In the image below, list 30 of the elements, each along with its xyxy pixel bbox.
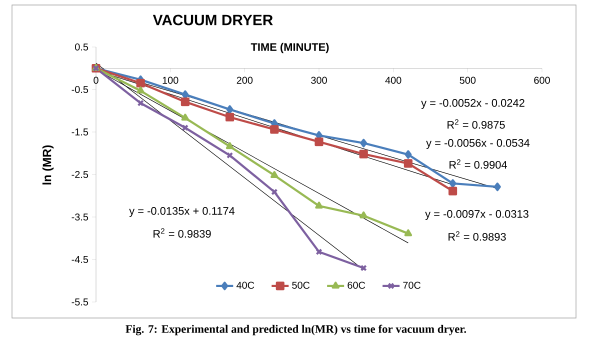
x-tick-label: 100 [162,76,178,84]
legend-label: 40C [236,282,254,289]
annotation: R$^{2}$ = 0.9839 [154,228,211,238]
legend-label: 50C [292,282,310,289]
y-tick-label: -4.5 [72,256,88,263]
y-tick-label: 0.5 [75,43,88,51]
y-axis-title: ln (MR) [42,145,54,184]
x-tick-label: 200 [236,76,253,84]
annotation: y = -0.0135x + 0.1174 [129,207,235,217]
annotation: y = -0.0097x - 0.0313 [425,210,528,220]
x-tick-label: 0 [94,76,98,84]
annotation: y = -0.0056x - 0.0534 [426,139,530,149]
annotation: R$^{2}$ = 0.9875 [448,119,505,129]
annotation: R$^{2}$ = 0.9904 [450,159,508,169]
x-axis-title: TIME (MINUTE) [250,42,329,54]
annotation: R$^{2}$ = 0.9893 [448,231,506,241]
chart-title: VACUUM DRYER [152,14,273,26]
y-tick-label: -0.5 [72,86,88,94]
y-tick-label: -5.5 [72,298,88,306]
legend-label: 70C [403,282,421,289]
x-tick-label: 400 [385,76,402,84]
y-tick-label: -1.5 [72,128,88,136]
legend-label: 60C [348,282,366,289]
annotation: y = -0.0052x - 0.0242 [421,99,524,109]
y-tick-label: -2.5 [72,170,88,178]
caption: Fig. 7: Experimental and predicted ln(MR) vs time for vacuum dryer. [126,324,466,336]
x-tick-label: 600 [534,76,550,84]
x-tick-label: 300 [311,76,327,84]
x-tick-label: 500 [460,76,476,84]
y-tick-label: -3.5 [72,213,88,221]
